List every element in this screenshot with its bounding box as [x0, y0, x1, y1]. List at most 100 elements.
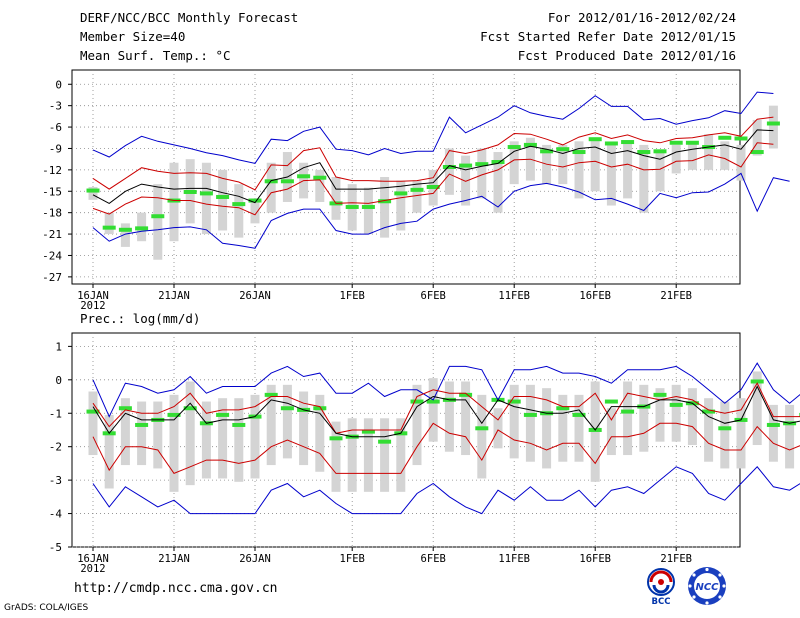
median-marker [394, 191, 408, 196]
spread-box [347, 418, 357, 492]
median-marker [750, 379, 764, 384]
median-marker [216, 412, 230, 417]
median-marker [345, 204, 359, 209]
x-tick-label: 6FEB [421, 290, 446, 302]
spread-box [266, 384, 276, 466]
spread-box [363, 187, 373, 235]
spread-box [282, 384, 292, 459]
median-marker [766, 422, 780, 427]
median-marker [135, 422, 149, 427]
median-marker [718, 426, 732, 431]
median-marker [653, 149, 667, 154]
y-tick-label: -18 [42, 207, 62, 220]
spread-box [606, 408, 616, 456]
temp-label: Mean Surf. Temp.: °C [80, 48, 231, 63]
median-marker [167, 412, 181, 417]
spread-box [655, 388, 665, 442]
spread-box [380, 418, 390, 492]
spread-box [315, 169, 325, 202]
y-tick-label: -5 [49, 541, 62, 554]
min-line [92, 466, 800, 515]
x-tick-label: 26JAN [239, 290, 271, 302]
median-marker [118, 406, 132, 411]
spread-box [315, 394, 325, 472]
spread-box [234, 398, 244, 482]
spread-box [461, 155, 471, 206]
median-marker [621, 409, 635, 414]
median-marker [232, 422, 246, 427]
produced-date: Fcst Produced Date 2012/01/16 [517, 48, 736, 63]
spread-box [752, 371, 762, 446]
spread-box [153, 401, 163, 469]
y-tick-label: -15 [42, 185, 62, 198]
median-marker [572, 412, 586, 417]
y-tick-label: 1 [55, 340, 62, 353]
median-marker [329, 436, 343, 441]
y-tick-label: -12 [42, 164, 62, 177]
median-marker [604, 141, 618, 146]
spread-box [493, 408, 503, 449]
source-url[interactable]: http://cmdp.ncc.cma.gov.cn [74, 581, 278, 596]
y-tick-label: -3 [49, 100, 62, 113]
median-marker [378, 439, 392, 444]
spread-box [623, 141, 633, 199]
spread-box [687, 141, 697, 170]
ncc-logo: NCC [684, 566, 730, 614]
median-marker [523, 142, 537, 147]
spread-box [704, 398, 714, 462]
spread-box [671, 384, 681, 442]
y-tick-label: -21 [42, 228, 62, 241]
spread-box [720, 141, 730, 170]
bcc-logo: BCC [641, 566, 681, 610]
spread-box [720, 401, 730, 469]
spread-box [412, 180, 422, 213]
spread-box [574, 141, 584, 199]
spread-box [169, 394, 179, 492]
max-line [92, 362, 800, 418]
x-tick-label: 11FEB [498, 553, 530, 565]
spread-box [444, 148, 454, 195]
median-marker [183, 406, 197, 411]
median-marker [248, 198, 262, 203]
x-tick-label: 16JAN [77, 553, 109, 565]
spread-box [104, 414, 114, 489]
median-marker [766, 121, 780, 126]
y-tick-label: -4 [49, 508, 63, 521]
median-marker [297, 174, 311, 179]
y-tick-label: 0 [55, 374, 62, 387]
y-tick-label: -2 [49, 441, 62, 454]
x-tick-label: 1FEB [340, 290, 365, 302]
median-marker [523, 412, 537, 417]
spread-box [558, 144, 568, 185]
grads-credit: GrADS: COLA/IGES [4, 603, 89, 613]
median-marker [637, 150, 651, 155]
spread-box [201, 401, 211, 479]
median-marker [702, 409, 716, 414]
header-right: For 2012/01/16-2012/02/24 Fcst Started R… [480, 10, 736, 67]
y-tick-label: -3 [49, 474, 62, 487]
median-marker [199, 191, 213, 196]
median-marker [216, 194, 230, 199]
spread-box [704, 134, 714, 170]
spread-box [509, 141, 519, 185]
spread-box [380, 177, 390, 238]
median-marker [232, 202, 246, 207]
median-marker [507, 399, 521, 404]
median-marker [572, 150, 586, 155]
spread-box [639, 384, 649, 452]
upper-line [92, 382, 800, 434]
spread-box [104, 212, 114, 235]
median-marker [540, 149, 554, 154]
median-marker [491, 160, 505, 165]
spread-box [250, 394, 260, 479]
median-marker [426, 399, 440, 404]
y-tick-label: -1 [49, 407, 62, 420]
median-marker [507, 145, 521, 150]
spread-box [639, 144, 649, 213]
x-tick-label: 16JAN [77, 290, 109, 302]
spread-box [120, 223, 130, 247]
max-line [92, 91, 774, 164]
spread-box [137, 401, 147, 466]
